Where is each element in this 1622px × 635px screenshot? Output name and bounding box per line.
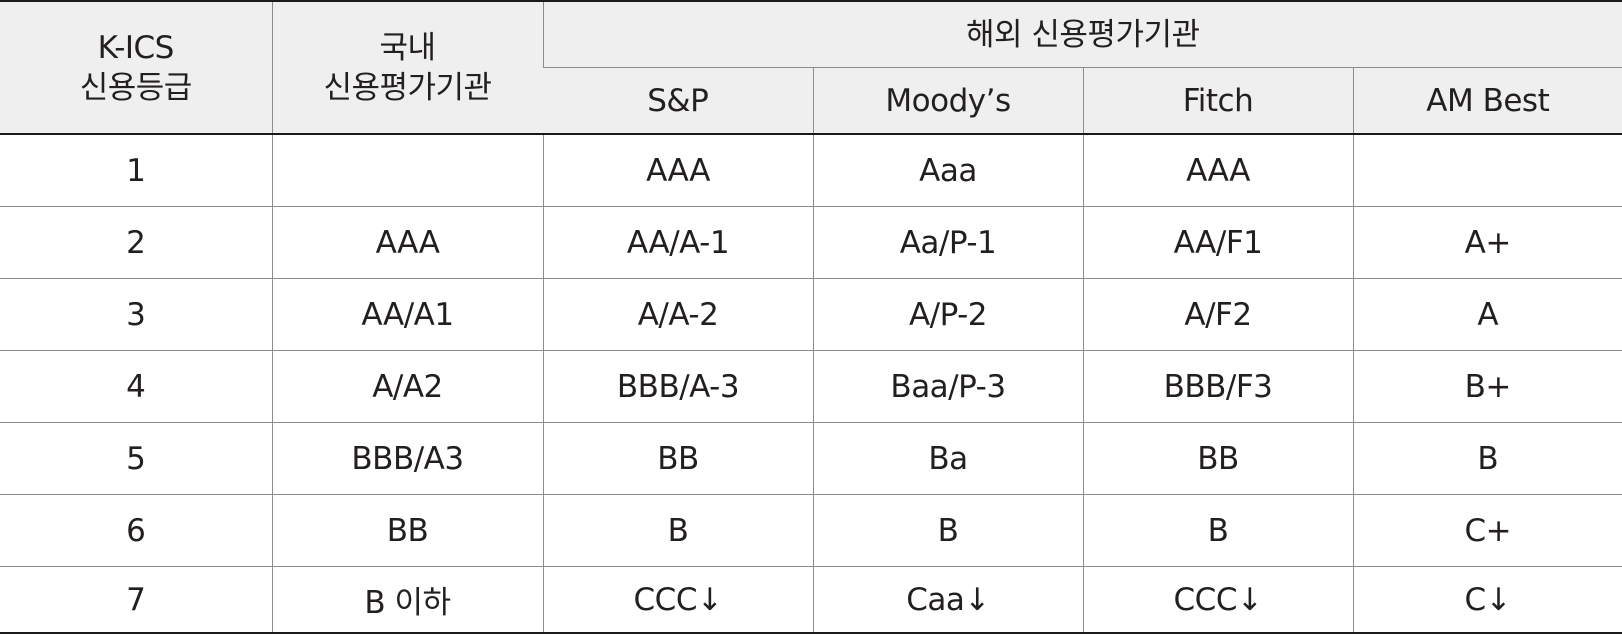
cell-moodys: Ba: [812, 422, 1083, 495]
cell-fitch: BB: [1082, 422, 1353, 495]
table-row: 2 AAA AA/A-1 Aa/P-1 AA/F1 A+: [0, 206, 1622, 279]
cell-sp: BB: [542, 422, 813, 495]
cell-sp: CCC↓: [542, 566, 813, 634]
cell-sp: AAA: [542, 134, 813, 207]
cell-domestic: [271, 134, 543, 207]
cell-sp: A/A-2: [542, 278, 813, 351]
cell-ambest: [1352, 134, 1622, 207]
cell-grade: 4: [0, 350, 272, 423]
cell-moodys: A/P-2: [812, 278, 1083, 351]
cell-sp: BBB/A-3: [542, 350, 813, 423]
cell-ambest: C+: [1352, 494, 1622, 567]
header-moodys: Moody’s: [812, 67, 1083, 135]
header-kics-grade: K-ICS 신용등급: [0, 0, 272, 135]
cell-fitch: A/F2: [1082, 278, 1353, 351]
cell-domestic: AA/A1: [271, 278, 543, 351]
header-domestic-agency: 국내 신용평가기관: [271, 0, 543, 135]
header-domestic-line1: 국내: [379, 29, 436, 66]
cell-grade: 2: [0, 206, 272, 279]
header-row-agencies: S&P Moody’s Fitch AM Best: [0, 67, 1622, 135]
cell-moodys: Baa/P-3: [812, 350, 1083, 423]
cell-ambest: B: [1352, 422, 1622, 495]
cell-grade: 7: [0, 566, 272, 634]
cell-ambest: C↓: [1352, 566, 1622, 634]
header-kics-line2: 신용등급: [79, 69, 193, 106]
cell-fitch: AA/F1: [1082, 206, 1353, 279]
cell-grade: 6: [0, 494, 272, 567]
table-row: 6 BB B B B C+: [0, 494, 1622, 567]
cell-fitch: CCC↓: [1082, 566, 1353, 634]
cell-domestic: B 이하: [271, 566, 543, 634]
cell-fitch: B: [1082, 494, 1353, 567]
cell-fitch: AAA: [1082, 134, 1353, 207]
table-row: 4 A/A2 BBB/A-3 Baa/P-3 BBB/F3 B+: [0, 350, 1622, 423]
cell-sp: AA/A-1: [542, 206, 813, 279]
table-body: 1 AAA Aaa AAA 2 AAA AA/A-1 Aa/P-1 AA/F1 …: [0, 134, 1622, 634]
cell-domestic: A/A2: [271, 350, 543, 423]
cell-domestic: AAA: [271, 206, 543, 279]
header-row-top: K-ICS 신용등급 국내 신용평가기관 해외 신용평가기관: [0, 0, 1622, 135]
cell-grade: 3: [0, 278, 272, 351]
header-kics-line1: K-ICS: [97, 29, 175, 66]
cell-ambest: B+: [1352, 350, 1622, 423]
cell-moodys: Aa/P-1: [812, 206, 1083, 279]
cell-moodys: Aaa: [812, 134, 1083, 207]
cell-moodys: B: [812, 494, 1083, 567]
header-domestic-line2: 신용평가기관: [323, 69, 492, 106]
table-row: 7 B 이하 CCC↓ Caa↓ CCC↓ C↓: [0, 566, 1622, 634]
header-ambest: AM Best: [1352, 67, 1622, 135]
cell-domestic: BB: [271, 494, 543, 567]
cell-ambest: A+: [1352, 206, 1622, 279]
cell-fitch: BBB/F3: [1082, 350, 1353, 423]
cell-sp: B: [542, 494, 813, 567]
cell-domestic: BBB/A3: [271, 422, 543, 495]
cell-grade: 5: [0, 422, 272, 495]
cell-grade: 1: [0, 134, 272, 207]
table-row: 1 AAA Aaa AAA: [0, 134, 1622, 207]
header-sp: S&P: [543, 67, 813, 135]
table-row: 3 AA/A1 A/A-2 A/P-2 A/F2 A: [0, 278, 1622, 351]
header-overseas-agency: 해외 신용평가기관: [542, 0, 1622, 68]
table-row: 5 BBB/A3 BB Ba BB B: [0, 422, 1622, 495]
cell-moodys: Caa↓: [812, 566, 1083, 634]
cell-ambest: A: [1352, 278, 1622, 351]
header-fitch: Fitch: [1082, 67, 1353, 135]
table-header: K-ICS 신용등급 국내 신용평가기관 해외 신용평가기관 S&P Moody…: [0, 0, 1622, 135]
